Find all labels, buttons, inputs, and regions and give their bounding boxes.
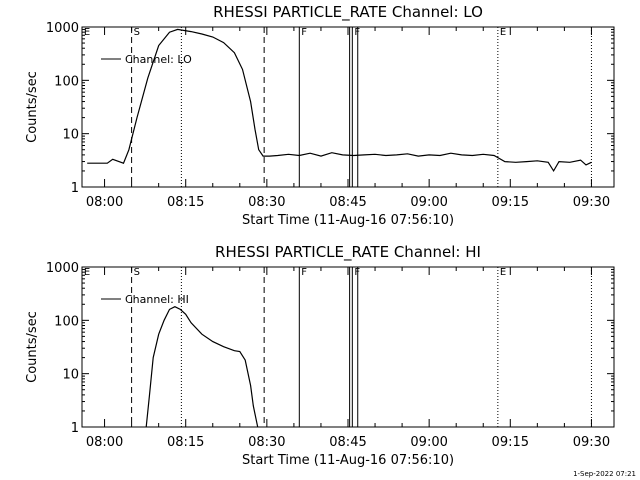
- event-marker-label: E: [500, 267, 506, 278]
- event-marker-label: F: [301, 267, 307, 278]
- x-tick-label: 08:00: [86, 435, 123, 450]
- x-ticks: 08:00 08:15 08:30 08:45 09:00 09:15 09:30: [86, 27, 610, 210]
- event-marker-label: E: [84, 267, 90, 278]
- x-ticks: 08:00 08:15 08:30 08:45 09:00 09:15 09:30: [86, 267, 610, 450]
- y-tick-label: 100: [54, 74, 79, 89]
- x-axis-label: Start Time (11-Aug-16 07:56:10): [242, 213, 454, 228]
- plot-content: [82, 27, 592, 187]
- event-marker-label: S: [134, 27, 140, 38]
- chart-title: RHESSI PARTICLE_RATE Channel: HI: [215, 243, 481, 262]
- y-tick-label: 1: [71, 181, 79, 196]
- event-marker-label: F: [354, 267, 360, 278]
- legend-label: Channel: LO: [125, 53, 192, 66]
- x-tick-label: 09:30: [573, 435, 610, 450]
- y-axis-label: Counts/sec: [25, 71, 40, 143]
- x-tick-label: 08:30: [248, 195, 285, 210]
- event-marker-label: F: [301, 27, 307, 38]
- x-tick-label: 09:00: [410, 195, 447, 210]
- x-tick-label: 08:30: [248, 435, 285, 450]
- chart-title: RHESSI PARTICLE_RATE Channel: LO: [213, 3, 483, 22]
- legend-label: Channel: HI: [125, 293, 189, 306]
- y-tick-label: 100: [54, 314, 79, 329]
- x-tick-label: 09:00: [410, 435, 447, 450]
- series-line: [145, 306, 259, 427]
- y-tick-label: 1000: [46, 21, 79, 36]
- x-tick-label: 08:15: [167, 195, 204, 210]
- y-tick-label: 10: [62, 128, 79, 143]
- x-tick-label: 09:15: [492, 195, 529, 210]
- x-tick-label: 08:15: [167, 435, 204, 450]
- y-tick-label: 1: [71, 421, 79, 436]
- y-ticks: 1 10 100 1000: [46, 261, 614, 436]
- y-axis-label: Counts/sec: [25, 311, 40, 383]
- x-tick-label: 08:00: [86, 195, 123, 210]
- series-line: [87, 28, 592, 173]
- x-tick-label: 08:45: [329, 195, 366, 210]
- plot-frame: [81, 26, 615, 188]
- plot-content: [82, 267, 592, 427]
- x-tick-label: 08:45: [329, 435, 366, 450]
- x-tick-label: 09:30: [573, 195, 610, 210]
- x-tick-label: 09:15: [492, 435, 529, 450]
- x-axis-label: Start Time (11-Aug-16 07:56:10): [242, 453, 454, 468]
- event-marker-label: E: [84, 27, 90, 38]
- footer-timestamp: 1-Sep-2022 07:21: [573, 470, 636, 478]
- y-tick-label: 1000: [46, 261, 79, 276]
- panel-hi: RHESSI PARTICLE_RATE Channel: HI Counts/…: [25, 243, 615, 468]
- y-tick-label: 10: [62, 368, 79, 383]
- event-marker-label: S: [134, 267, 140, 278]
- y-ticks: 1 10 100 1000: [46, 21, 614, 196]
- plot-frame: [81, 266, 615, 428]
- event-marker-label: E: [500, 27, 506, 38]
- event-marker-label: F: [354, 27, 360, 38]
- panel-lo: RHESSI PARTICLE_RATE Channel: LO Counts/…: [25, 3, 615, 228]
